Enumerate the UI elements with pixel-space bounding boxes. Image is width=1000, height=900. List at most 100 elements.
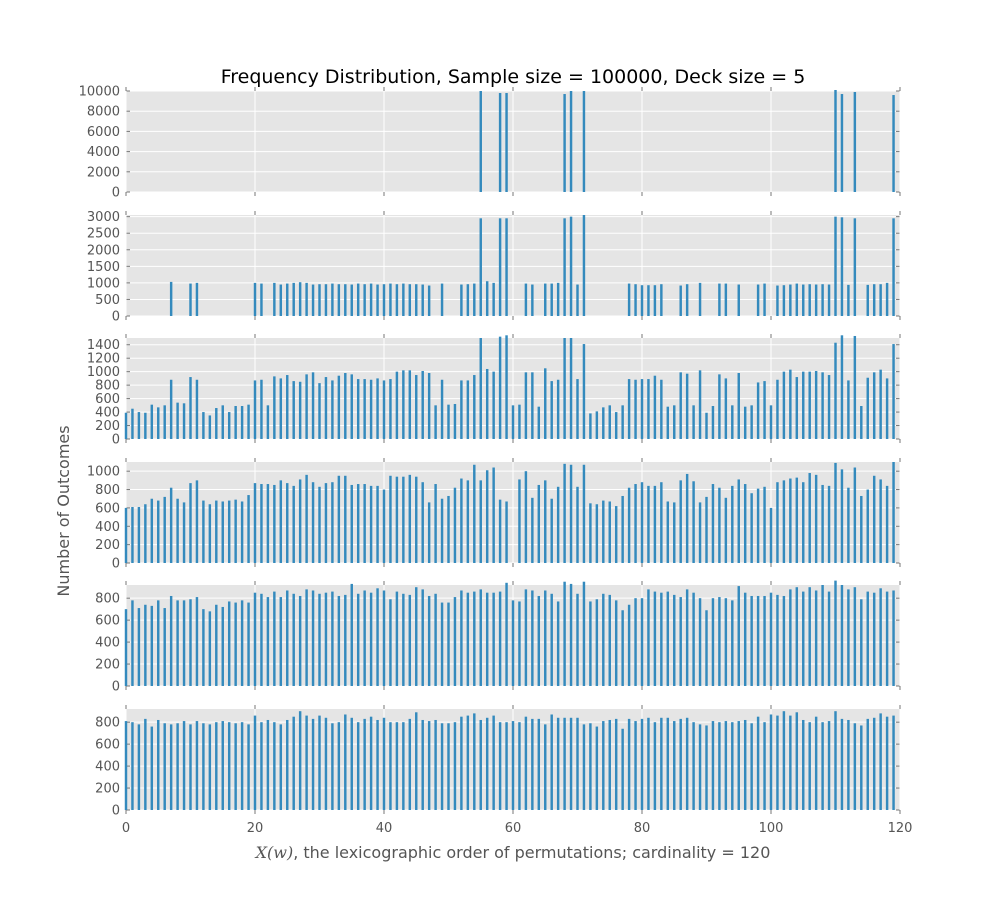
bar: [344, 284, 347, 316]
bar: [705, 496, 708, 563]
bar: [569, 717, 573, 810]
bar: [802, 591, 805, 686]
bar: [569, 216, 573, 316]
bar: [524, 716, 528, 810]
bar: [827, 591, 831, 686]
bar: [176, 600, 179, 686]
bar: [885, 716, 889, 810]
bar: [202, 412, 205, 439]
bar: [827, 485, 831, 563]
bar: [685, 473, 689, 563]
bar: [389, 722, 392, 810]
bar: [369, 485, 373, 563]
bar: [369, 592, 373, 686]
bar: [834, 89, 837, 192]
y-tick-label: 0: [112, 433, 120, 448]
bar: [685, 373, 689, 439]
bar: [763, 486, 766, 563]
bar: [305, 474, 308, 563]
bar: [234, 602, 237, 686]
bar: [673, 502, 676, 563]
bar: [298, 381, 302, 439]
bar: [460, 284, 463, 316]
bar: [318, 284, 321, 316]
bar: [550, 714, 553, 810]
bar: [563, 581, 566, 686]
y-tick-label: 200: [95, 538, 120, 553]
bar: [195, 597, 199, 686]
bar: [286, 283, 289, 316]
bar: [253, 592, 257, 686]
bar: [505, 582, 508, 686]
bar: [305, 589, 308, 686]
bar: [144, 604, 147, 686]
bar: [563, 94, 566, 192]
bar: [892, 218, 895, 316]
bar: [318, 486, 321, 563]
bar: [789, 715, 792, 810]
bar: [544, 368, 547, 439]
bar: [395, 722, 399, 810]
bar: [827, 284, 831, 316]
bar: [711, 598, 715, 686]
bar: [137, 724, 141, 810]
bar: [692, 592, 695, 686]
bar: [382, 590, 386, 686]
bar: [505, 335, 508, 439]
bar: [421, 284, 424, 316]
bar: [795, 377, 799, 439]
bar: [769, 507, 773, 563]
bar: [795, 283, 799, 316]
bar: [782, 711, 786, 810]
bar: [705, 610, 708, 686]
bar: [821, 484, 824, 563]
bar: [718, 374, 721, 439]
bar: [627, 487, 631, 563]
bar: [531, 718, 534, 810]
y-tick-label: 800: [95, 379, 120, 394]
bar: [356, 722, 360, 810]
bar: [169, 595, 173, 686]
bar: [634, 721, 637, 810]
y-tick-label: 500: [95, 293, 120, 308]
bar: [157, 500, 160, 563]
bar: [789, 589, 792, 686]
y-tick-label: 0: [112, 557, 120, 572]
bar: [253, 282, 257, 316]
bar: [492, 371, 495, 439]
bar: [614, 718, 618, 810]
bar: [892, 344, 895, 439]
bar: [576, 593, 579, 686]
bar: [518, 601, 521, 686]
bar: [505, 722, 508, 810]
bar: [363, 590, 366, 686]
bar: [879, 588, 882, 686]
bar: [415, 375, 418, 439]
bar: [234, 723, 237, 810]
bar: [808, 587, 811, 686]
bar: [169, 281, 173, 316]
bar: [247, 724, 250, 810]
bar: [563, 218, 566, 316]
bar: [331, 283, 334, 316]
bar: [782, 595, 786, 686]
bar: [563, 463, 566, 563]
bar: [892, 462, 895, 563]
bar: [621, 495, 624, 563]
bar: [286, 590, 289, 686]
bar: [498, 591, 502, 686]
bar: [376, 588, 379, 686]
x-tick-label: 0: [122, 821, 130, 836]
bar: [576, 486, 579, 563]
y-tick-label: 600: [95, 501, 120, 516]
bar: [305, 282, 308, 316]
bar: [208, 415, 212, 439]
bar: [389, 379, 392, 439]
bar: [763, 381, 766, 439]
bar: [485, 368, 489, 439]
bar: [847, 380, 850, 439]
bar: [466, 715, 470, 810]
y-tick-label: 1500: [87, 260, 120, 275]
bar: [485, 592, 489, 686]
bar: [421, 370, 424, 439]
